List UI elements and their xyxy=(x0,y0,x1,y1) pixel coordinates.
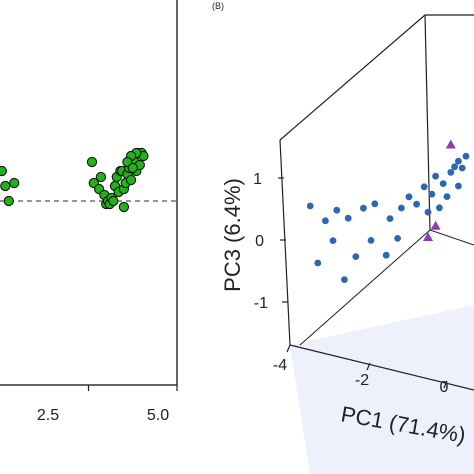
panel-b-floor xyxy=(290,305,474,474)
panel-b-box-edge xyxy=(299,229,431,346)
panel-b-point-circle xyxy=(424,208,432,216)
panel-b-xtick-mark xyxy=(286,344,291,353)
panel-a-point xyxy=(3,195,14,207)
panel-b-xtick-mark xyxy=(443,380,448,389)
panel-b-ztick-label: -1 xyxy=(254,295,268,312)
panel-b-box-edge xyxy=(279,139,291,346)
panel-a-point xyxy=(0,165,7,177)
panel-a-point xyxy=(127,162,138,174)
panel-b-box-edge xyxy=(289,344,474,391)
panel-b-back-wall-left xyxy=(280,15,474,345)
panel-b-point-circle xyxy=(455,182,462,190)
panel-a: 2.5 5.0 xyxy=(0,0,178,424)
panel-b-point-circle xyxy=(451,163,458,171)
panel-b-point-circle xyxy=(371,200,379,208)
panel-a-point xyxy=(108,195,119,207)
panel-a-plot-frame xyxy=(0,0,178,386)
panel-a-point xyxy=(86,156,98,168)
panel-b-point-circle xyxy=(428,190,436,198)
panel-b-point-circle xyxy=(405,193,413,201)
panel-b-point-circle xyxy=(413,200,420,208)
panel-b-ztick-label: 0 xyxy=(255,233,264,250)
panel-a-point xyxy=(125,174,137,186)
panel-b-point-circle xyxy=(314,259,322,267)
panel-a-point xyxy=(118,201,130,213)
panel-b-point-triangle xyxy=(430,220,441,230)
panel-a-x-axis: 2.5 5.0 xyxy=(37,385,178,424)
panel-b-point-circle xyxy=(432,172,439,180)
panel-b-point-triangle xyxy=(445,139,456,149)
panel-a-point xyxy=(9,177,20,189)
panel-b-point-circle xyxy=(439,180,447,188)
panel-b-box-edge xyxy=(429,229,474,246)
panel-b-ztick-label: 1 xyxy=(253,171,262,188)
panel-b-point-circle xyxy=(420,183,428,191)
panel-b-point-circle xyxy=(455,157,462,165)
panel-b-point-circle xyxy=(333,206,341,214)
panel-b-z-axis-title: PC3 (6.4%) xyxy=(220,178,245,292)
panel-b-point-circle xyxy=(394,235,401,242)
panel-b-point-circle xyxy=(341,276,348,283)
panel-a-points xyxy=(0,147,149,213)
panel-a-xtick-label: 5.0 xyxy=(147,407,169,424)
panel-b-point-circle xyxy=(447,169,455,176)
panel-a-point xyxy=(95,171,107,183)
panel-b-point-circle xyxy=(306,202,314,210)
panel-b-point-circle xyxy=(322,217,329,225)
panel-b-box-edge xyxy=(279,14,426,141)
panel-b-point-circle xyxy=(329,237,337,245)
panel-b: (B) 1 0 -1 PC3 (6.4%) -4 -2 xyxy=(212,1,474,474)
panel-b-point-circle xyxy=(462,152,470,160)
panel-b-xtick-label: 0 xyxy=(440,379,449,396)
panel-b-point-circle xyxy=(382,251,390,259)
panel-b-point-circle xyxy=(398,204,405,212)
panel-b-point-circle xyxy=(352,253,360,260)
panel-b-point-circle xyxy=(344,214,352,222)
panel-b-point-circle xyxy=(360,204,367,212)
panel-b-point-circle xyxy=(436,204,443,212)
panel-b-xtick-mark xyxy=(366,362,371,371)
panel-b-xtick-label: -2 xyxy=(355,372,369,389)
panel-a-xtick-label: 2.5 xyxy=(37,407,59,424)
panel-b-point-circle xyxy=(386,215,394,223)
panel-b-point-circle xyxy=(458,164,466,172)
panel-b-xtick-label: -4 xyxy=(273,357,287,374)
panel-b-point-circle xyxy=(443,193,451,201)
panel-b-label: (B) xyxy=(212,1,224,11)
panel-b-points xyxy=(306,139,470,283)
panel-a-point xyxy=(0,180,11,192)
panel-b-point-circle xyxy=(367,237,375,244)
panel-b-point-triangle xyxy=(423,232,433,241)
panel-b-z-axis: 1 0 -1 PC3 (6.4%) xyxy=(220,171,288,312)
